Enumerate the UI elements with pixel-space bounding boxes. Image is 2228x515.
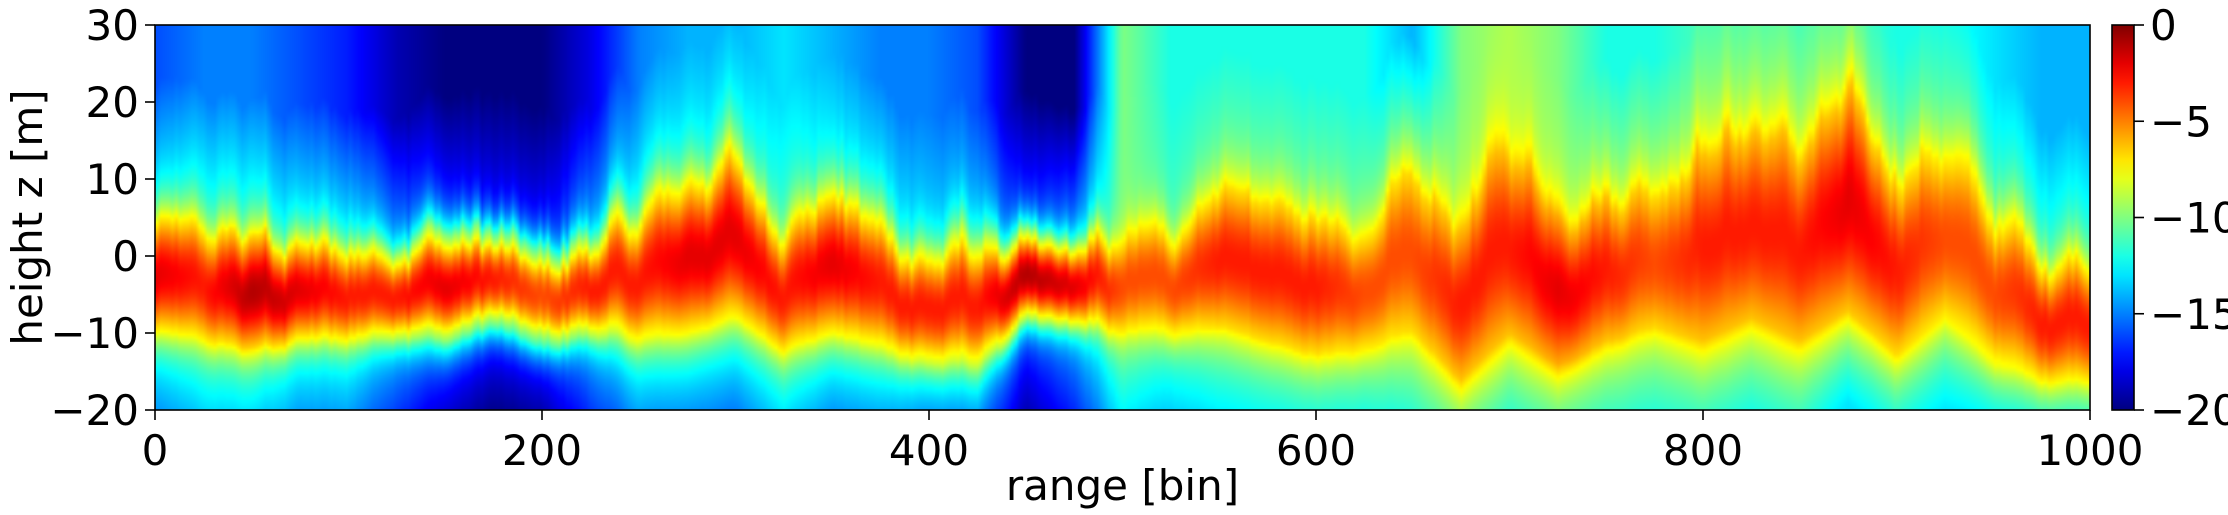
y-tick-label: −10 (50, 309, 139, 358)
y-tick-label: 20 (86, 78, 139, 127)
heatmap-image (155, 25, 2090, 410)
colorbar-tick-label: −20 (2150, 386, 2228, 435)
colorbar-tick-label: −15 (2150, 290, 2228, 339)
x-axis: 0 200 400 600 800 1000 (142, 410, 2144, 475)
x-tick-label: 600 (1276, 426, 1356, 475)
y-axis: −20 −10 0 10 20 30 (50, 1, 155, 435)
colorbar-ticks: 0 −5 −10 −15 −20 (2134, 1, 2228, 435)
y-tick-label: 30 (86, 1, 139, 50)
y-tick-label: 0 (112, 232, 139, 281)
x-axis-label: range [bin] (1006, 461, 1239, 510)
x-tick-label: 200 (502, 426, 582, 475)
x-tick-label: 400 (889, 426, 969, 475)
x-tick-label: 0 (142, 426, 169, 475)
y-tick-label: 10 (86, 155, 139, 204)
y-axis-label: height z [m] (3, 89, 52, 345)
x-tick-label: 800 (1663, 426, 1743, 475)
heatmap (155, 25, 2090, 410)
plot-frame (154, 24, 2091, 411)
colorbar-tick-label: 0 (2150, 1, 2177, 50)
colorbar-tick-label: −5 (2150, 97, 2212, 146)
colorbar (2111, 24, 2135, 411)
x-tick-label: 1000 (2037, 426, 2144, 475)
colorbar-tick-label: −10 (2150, 194, 2228, 243)
y-tick-label: −20 (50, 386, 139, 435)
